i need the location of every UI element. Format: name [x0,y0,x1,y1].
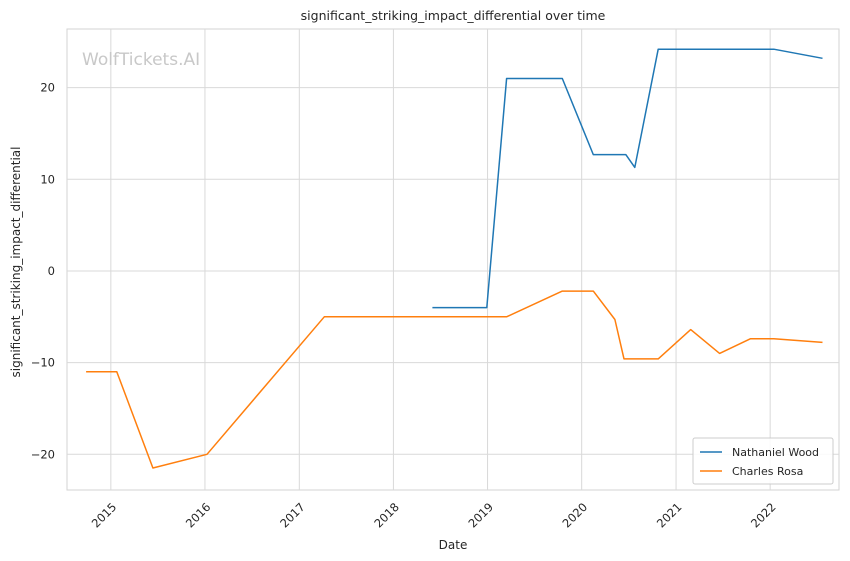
x-tick-label: 2019 [465,500,496,531]
grid [67,29,839,490]
legend-label-nathaniel-wood: Nathaniel Wood [732,446,819,459]
y-ticks: −20 −10 0 10 20 [31,81,55,462]
x-tick-label: 2022 [748,500,779,531]
watermark: WolfTickets.AI [82,50,200,70]
legend-label-charles-rosa: Charles Rosa [732,465,803,478]
series-lines [86,48,823,469]
x-ticks: 2015 2016 2017 2018 2019 2020 2021 2022 [89,500,779,531]
series-line-charles-rosa [86,290,823,469]
x-tick-label: 2018 [371,500,402,531]
chart-title: significant_striking_impact_differential… [301,8,606,23]
legend: Nathaniel Wood Charles Rosa [692,437,834,485]
x-tick-label: 2021 [654,500,685,531]
y-tick-label: −20 [31,447,55,461]
y-tick-label: 0 [48,264,55,278]
y-tick-label: −10 [31,356,55,370]
y-tick-label: 20 [40,81,55,95]
x-tick-label: 2016 [183,500,214,531]
x-axis-label: Date [439,538,468,552]
y-axis-label: significant_striking_impact_differential [9,147,23,378]
plot-area [66,28,840,491]
y-tick-label: 10 [40,172,55,186]
x-tick-label: 2020 [560,500,591,531]
legend-box [692,437,834,485]
series-line-nathaniel-wood [432,48,823,309]
x-tick-label: 2015 [89,500,120,531]
x-tick-label: 2017 [277,500,308,531]
